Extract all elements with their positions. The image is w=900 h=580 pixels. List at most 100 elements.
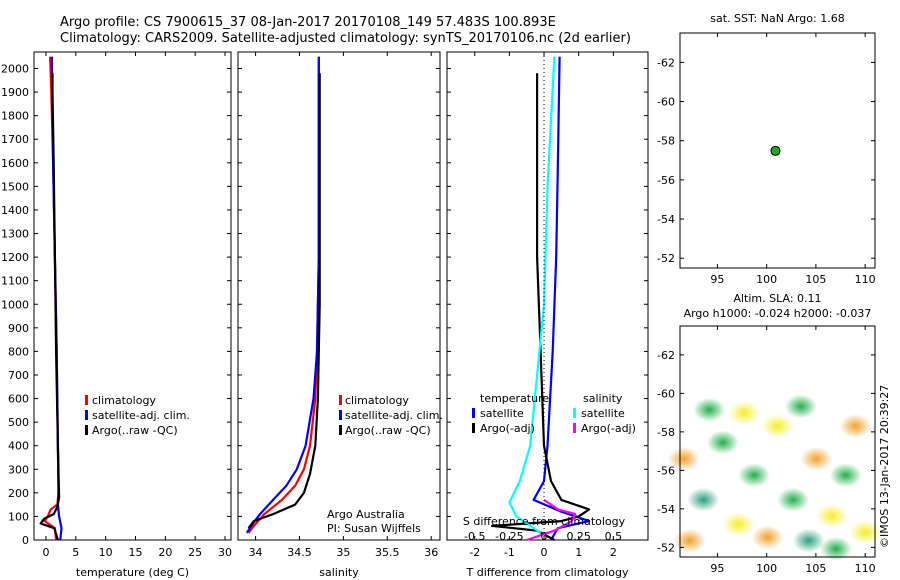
y-tick-label: 2000 [1,63,29,76]
s-tick-label: -0.5 [464,530,485,543]
y-tick-label: -52 [657,541,675,554]
sla-field-blob [792,528,825,553]
x-tick-label: 105 [805,273,826,286]
map-title-line-1: Altim. SLA: 0.11 [733,292,821,305]
x-tick-label: 15 [128,546,142,559]
x-axis-label: salinity [319,566,359,579]
sla-field-blob [722,512,755,537]
legend-swatch [339,425,342,435]
y-tick-label: 1900 [1,86,29,99]
sla-field-blob [816,504,849,529]
x-tick-label: 36 [424,546,438,559]
difference-panel: -2 -1 0 1 2 T difference from climatology -0.5… [446,51,649,579]
legend-label: Argo(..raw -QC) [345,424,431,437]
temperature-panel: 0100200300400500600700800900100011001200… [1,51,232,579]
x-tick-label: 110 [855,273,876,286]
sla-field-blob [687,487,720,512]
salinity-panel: 34 34.5 35 35.5 36 salinity climatology satelli… [237,51,443,579]
legend-label: climatology [92,394,156,407]
x-axis-label: T difference from climatology [466,566,629,579]
y-tick-label: -58 [657,135,675,148]
x-tick-label: 35 [336,546,350,559]
x-tick-label: -1 [504,546,515,559]
x-tick-label: 1 [575,546,582,559]
y-tick-label: 0 [22,534,29,547]
title-line-1: Argo profile: CS 7900615_37 08-Jan-2017 … [60,15,556,30]
annotation-line-2: PI: Susan Wijffels [327,522,421,535]
x-tick-label: 34.5 [287,546,312,559]
sla-field-blob [839,414,872,439]
y-tick-label: 1000 [1,298,29,311]
series-line [508,56,556,534]
x-tick-label: 25 [188,546,202,559]
legend-label: Argo(..raw -QC) [92,424,178,437]
y-tick-label: -60 [657,96,675,109]
legend-group-title: salinity [583,392,623,405]
x-tick-label: 2 [610,546,617,559]
legend-label: satellite [581,407,625,420]
sla-field-blob [849,520,882,545]
y-tick-label: 1200 [1,251,29,264]
y-tick-label: 100 [8,510,29,523]
legend-label: Argo(-adj) [581,422,636,435]
sla-field-blob [784,394,817,419]
y-tick-label: -56 [657,174,675,187]
y-tick-label: 1600 [1,157,29,170]
title-line-2: Climatology: CARS2009. Satellite-adjuste… [60,31,631,46]
s-axis-label: S difference from climatology [463,515,626,528]
map-title-line-2: Argo h1000: -0.024 h2000: -0.037 [684,307,872,320]
y-tick-label: 800 [8,345,29,358]
y-tick-label: 1100 [1,275,29,288]
y-tick-label: -62 [657,349,675,362]
series-line [532,56,591,541]
y-tick-label: 1400 [1,204,29,217]
x-tick-label: 34 [249,546,263,559]
s-tick-label: 0.5 [605,530,623,543]
x-tick-label: 95 [710,562,724,575]
legend-label: satellite-adj. clim. [345,409,443,422]
x-tick-label: 0 [42,546,49,559]
sst-map-panel: 95 100 105 110 -52 -54 -56 -58 -60 -62 sat. SST: N… [657,12,876,286]
series-line [39,73,61,541]
y-tick-label: -54 [657,213,675,226]
series-line [247,56,320,534]
legend-swatch [85,410,88,420]
y-tick-label: 1300 [1,228,29,241]
legend-label: climatology [345,394,409,407]
y-tick-label: 500 [8,416,29,429]
y-tick-label: 200 [8,487,29,500]
credit-label: ©IMOS 13-Jan-2017 20:39:27 [878,385,891,548]
legend-swatch [85,425,88,435]
s-tick-label: 0 [541,530,548,543]
y-tick-label: -56 [657,464,675,477]
y-tick-label: -54 [657,503,675,516]
sla-field-blob [777,487,810,512]
legend-group-title: temperature [480,392,549,405]
s-tick-label: 0.25 [566,530,591,543]
y-tick-label: 1500 [1,180,29,193]
sla-field-blob [673,528,706,553]
x-tick-label: 35.5 [375,546,400,559]
x-tick-label: 110 [855,562,876,575]
sla-field-blob [693,397,726,422]
legend-swatch [339,410,342,420]
sla-field-blob [738,463,771,488]
temperature-frame [33,51,232,541]
sla-field-blob [800,446,833,471]
x-tick-label: 100 [756,562,777,575]
x-tick-label: 0 [541,546,548,559]
y-tick-label: -60 [657,387,675,400]
y-tick-label: 900 [8,322,29,335]
x-tick-label: 30 [218,546,232,559]
legend-swatch [472,408,475,418]
x-tick-label: 20 [158,546,172,559]
y-tick-label: -52 [657,252,675,265]
s-tick-label: -0.25 [495,530,523,543]
legend-label: Argo(-adj) [480,422,535,435]
salinity-frame [237,51,441,541]
legend-swatch [573,423,576,433]
legend-swatch [339,395,342,405]
map_bottom-frame [679,325,876,558]
x-tick-label: 100 [756,273,777,286]
